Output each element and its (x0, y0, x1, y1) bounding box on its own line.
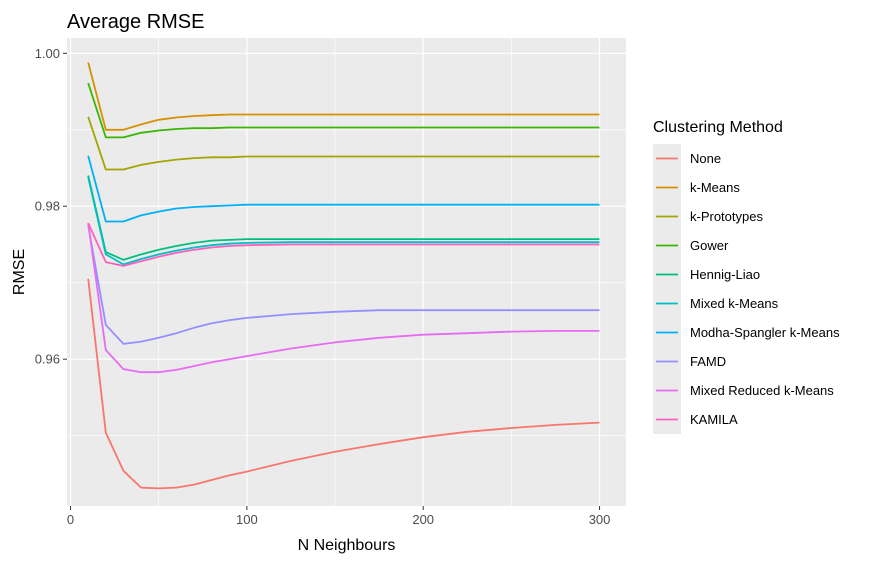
series-line (87, 225, 600, 345)
gridlines (67, 38, 626, 506)
series-line (87, 222, 600, 374)
legend-label: k-Prototypes (690, 209, 763, 224)
legend-title: Clustering Method (653, 119, 783, 136)
axes: 0 100 200 300 0.96 0.98 1.00 (35, 46, 611, 527)
series-line (87, 222, 600, 267)
y-axis-title: RMSE (11, 249, 28, 295)
series-line (87, 62, 600, 131)
legend-label: None (690, 151, 721, 166)
legend-label: Mixed k-Means (690, 296, 779, 311)
legend-label: Hennig-Liao (690, 267, 760, 282)
series-lines (87, 62, 600, 490)
x-axis-title: N Neighbours (298, 537, 396, 554)
series-line (87, 82, 600, 139)
x-tick-label: 300 (589, 512, 611, 527)
y-tick-label: 1.00 (35, 46, 60, 61)
legend-label: k-Means (690, 180, 740, 195)
series-line (87, 175, 600, 261)
series-line (87, 278, 600, 490)
legend-label: Mixed Reduced k-Means (690, 383, 834, 398)
plot-panel (67, 38, 626, 506)
legend-label: KAMILA (690, 412, 738, 427)
legend-label: Gower (690, 238, 729, 253)
legend-label: FAMD (690, 354, 726, 369)
legend-label: Modha-Spangler k-Means (690, 325, 840, 340)
x-tick-label: 100 (236, 512, 258, 527)
series-line (87, 116, 600, 171)
y-tick-label: 0.98 (35, 199, 60, 214)
y-tick-label: 0.96 (35, 352, 60, 367)
legend: Clustering Method None k-Means k-Prototype… (653, 119, 840, 434)
series-line (87, 176, 600, 266)
x-tick-label: 0 (67, 512, 74, 527)
series-line (87, 155, 600, 223)
chart-title: Average RMSE (67, 11, 204, 33)
x-tick-label: 200 (412, 512, 434, 527)
